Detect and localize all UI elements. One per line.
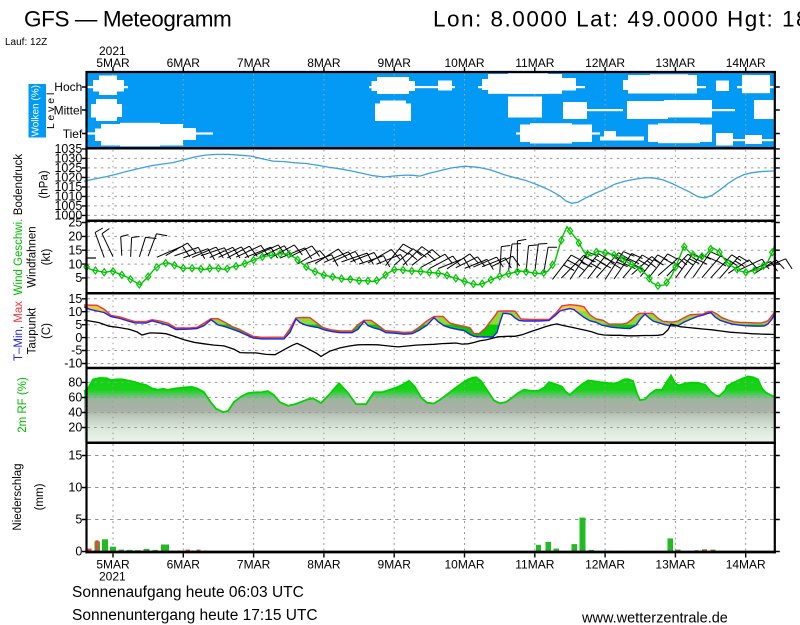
svg-text:Lauf: 12Z: Lauf: 12Z: [5, 37, 47, 48]
svg-text:2021: 2021: [99, 44, 126, 58]
svg-text:15: 15: [68, 449, 82, 463]
svg-text:Niederschlag: Niederschlag: [12, 463, 24, 530]
svg-text:10: 10: [68, 305, 82, 319]
svg-text:GFS — Meteogramm: GFS — Meteogramm: [24, 7, 231, 32]
svg-text:6MAR: 6MAR: [167, 56, 201, 70]
svg-text:Tief: Tief: [63, 127, 83, 141]
svg-text:2m RF (%): 2m RF (%): [17, 377, 29, 433]
svg-text:1000: 1000: [54, 209, 82, 223]
svg-text:Taupunkt: Taupunkt: [27, 307, 39, 354]
svg-text:1025: 1025: [54, 161, 82, 175]
svg-text:Wolken (%): Wolken (%): [31, 85, 42, 137]
svg-text:13MAR: 13MAR: [655, 56, 695, 70]
svg-text:Lon: 8.0000 Lat: 49.0000 Hgt:: Lon: 8.0000 Lat: 49.0000 Hgt: 18: [433, 7, 800, 32]
svg-text:11MAR: 11MAR: [515, 558, 554, 572]
svg-text:5: 5: [75, 513, 82, 527]
svg-text:-10: -10: [64, 357, 82, 371]
svg-text:1010: 1010: [54, 190, 82, 204]
svg-text:1035: 1035: [54, 142, 82, 156]
svg-text:Sonnenaufgang heute 06:03 UTC: Sonnenaufgang heute 06:03 UTC: [72, 584, 304, 601]
svg-text:20: 20: [68, 230, 82, 244]
svg-text:1015: 1015: [54, 180, 82, 194]
svg-text:0: 0: [75, 545, 82, 559]
svg-text:5MAR: 5MAR: [96, 56, 130, 70]
svg-text:0: 0: [75, 331, 82, 345]
svg-text:80: 80: [68, 376, 82, 390]
svg-text:Bodendruck: Bodendruck: [13, 154, 25, 216]
svg-text:14MAR: 14MAR: [726, 558, 766, 572]
svg-text:2021: 2021: [99, 570, 126, 584]
svg-text:7MAR: 7MAR: [237, 558, 271, 572]
svg-text:9MAR: 9MAR: [378, 558, 412, 572]
svg-text:5: 5: [75, 271, 82, 285]
svg-text:7MAR: 7MAR: [237, 56, 271, 70]
svg-text:10: 10: [68, 481, 82, 495]
svg-text:5MAR: 5MAR: [96, 558, 130, 572]
svg-text:1005: 1005: [54, 199, 82, 213]
svg-text:8MAR: 8MAR: [307, 56, 341, 70]
svg-text:Sonnenuntergang heute 17:15 UT: Sonnenuntergang heute 17:15 UTC: [72, 607, 318, 624]
svg-text:-5: -5: [71, 344, 82, 358]
svg-text:12MAR: 12MAR: [585, 558, 625, 572]
svg-text:8MAR: 8MAR: [307, 558, 341, 572]
svg-text:10MAR: 10MAR: [444, 56, 484, 70]
svg-text:(mm): (mm): [34, 483, 46, 510]
svg-text:10MAR: 10MAR: [444, 558, 484, 572]
svg-text:15: 15: [68, 243, 82, 257]
svg-text:www.wetterzentrale.de: www.wetterzentrale.de: [581, 611, 728, 625]
svg-text:Mittel: Mittel: [54, 104, 83, 118]
svg-text:Wind Geschwi.: Wind Geschwi.: [13, 219, 25, 296]
svg-text:5: 5: [75, 318, 82, 332]
svg-text:10: 10: [68, 257, 82, 271]
svg-text:(kt): (kt): [41, 249, 53, 266]
svg-text:1020: 1020: [54, 171, 82, 185]
svg-text:T–Min, Max: T–Min, Max: [13, 301, 25, 361]
svg-text:12MAR: 12MAR: [585, 56, 625, 70]
svg-text:14MAR: 14MAR: [726, 56, 766, 70]
svg-text:Windfahnen: Windfahnen: [27, 226, 39, 287]
svg-text:25: 25: [68, 216, 82, 230]
svg-text:9MAR: 9MAR: [378, 56, 412, 70]
svg-text:1030: 1030: [54, 152, 82, 166]
svg-text:6MAR: 6MAR: [167, 558, 201, 572]
svg-text:15: 15: [68, 292, 82, 306]
svg-text:(hPa): (hPa): [39, 170, 51, 198]
svg-text:Hoch: Hoch: [54, 80, 82, 94]
svg-text:60: 60: [68, 391, 82, 405]
svg-text:13MAR: 13MAR: [655, 558, 695, 572]
svg-text:20: 20: [68, 421, 82, 435]
svg-text:40: 40: [68, 406, 82, 420]
svg-text:11MAR: 11MAR: [515, 56, 554, 70]
svg-text:L e v e l: L e v e l: [45, 93, 57, 129]
svg-text:(C): (C): [41, 323, 53, 339]
